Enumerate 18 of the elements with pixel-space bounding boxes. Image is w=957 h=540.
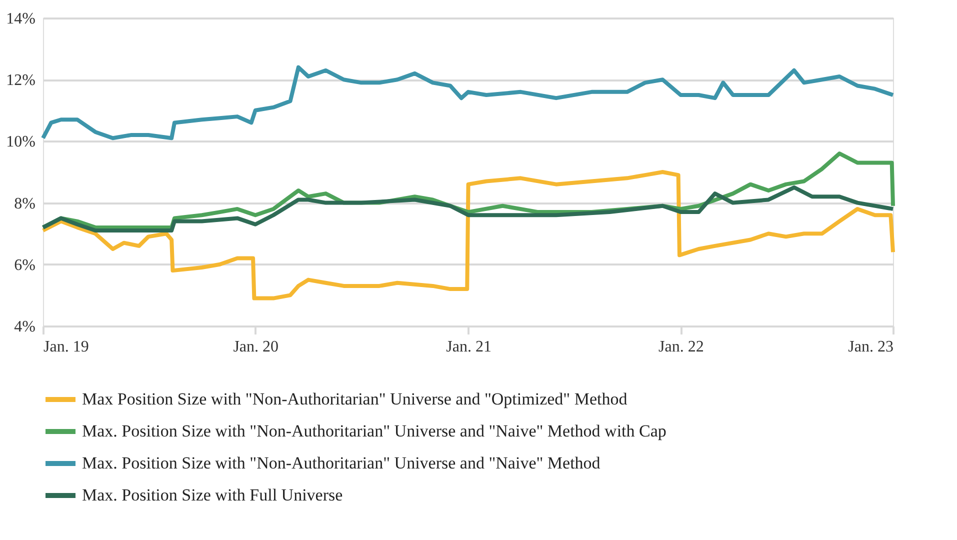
x-tick-label: Jan. 23 [848, 338, 894, 356]
line-series [41, 185, 895, 233]
legend-label: Max. Position Size with "Non-Authoritarian" Universe and "Naive" Method [82, 454, 601, 472]
legend-label: Max. Position Size with "Non-Authoritarian" Universe and "Naive" Method with Cap [82, 422, 666, 440]
x-tick-label: Jan. 20 [233, 338, 279, 356]
legend-label: Max. Position Size with Full Universe [82, 486, 343, 504]
x-tick-label: Jan. 19 [44, 338, 89, 356]
line-series [41, 170, 895, 300]
y-tick-label: 12% [6, 72, 36, 90]
x-tick-label: Jan. 22 [658, 338, 704, 356]
legend-label: Max Position Size with "Non-Authoritarian" Universe and "Optimized" Method [82, 390, 628, 408]
y-tick-label: 10% [6, 134, 36, 151]
line-series [41, 65, 895, 140]
y-tick-label: 4% [14, 318, 36, 336]
y-tick-label: 6% [14, 256, 36, 274]
y-tick-label: 8% [14, 195, 36, 212]
x-tick-label: Jan. 21 [446, 338, 492, 356]
y-tick-label: 14% [6, 10, 36, 28]
